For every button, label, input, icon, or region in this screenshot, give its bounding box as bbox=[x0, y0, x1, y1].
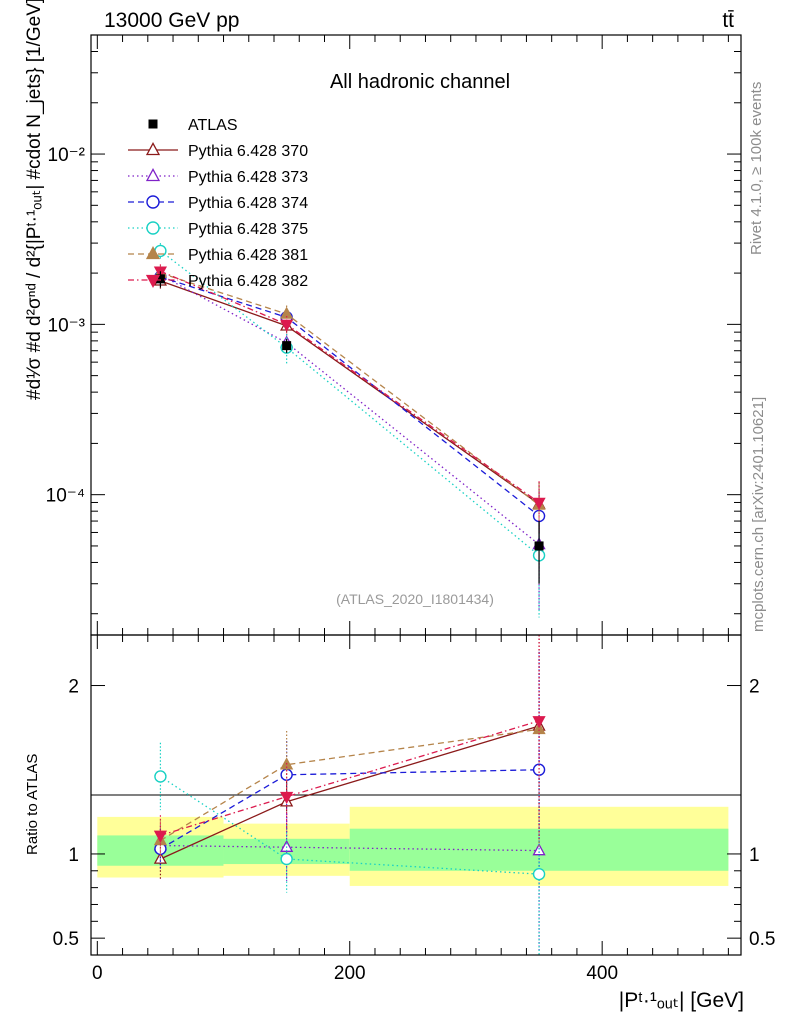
ratio-point bbox=[532, 867, 546, 881]
data-point bbox=[532, 497, 546, 510]
data-point bbox=[280, 306, 294, 319]
data-point bbox=[282, 341, 292, 351]
legend-marker bbox=[148, 119, 158, 129]
legend-entry-label: Pythia 6.428 382 bbox=[188, 273, 308, 290]
ratio-panel: 0.5 0.5 1 1 2 2 0 200 400 Ratio to ATLAS |Pᵗ·¹ₒᵤ… bbox=[24, 634, 775, 1012]
ratio-ytick-label-left: 0.5 bbox=[53, 929, 79, 950]
ratio-data-layer bbox=[153, 635, 546, 955]
legend-entry-label: Pythia 6.428 375 bbox=[188, 221, 308, 238]
mcplots-label: mcplots.cern.ch [arXiv:2401.10621] bbox=[750, 397, 767, 632]
energy-label: 13000 GeV pp bbox=[104, 9, 239, 32]
ratio-series-line bbox=[160, 769, 540, 850]
legend-marker bbox=[146, 221, 160, 235]
ratio-ytick-label-right: 1 bbox=[749, 845, 760, 866]
chart-title: All hadronic channel bbox=[330, 71, 510, 93]
ratio-ytick-label-left: 2 bbox=[68, 677, 79, 698]
ratio-series-line bbox=[160, 775, 540, 875]
ratio-ytick-label-right: 2 bbox=[749, 677, 760, 698]
legend-entry-label: ATLAS bbox=[188, 117, 238, 134]
ratio-point bbox=[532, 843, 546, 856]
legend-entry-label: Pythia 6.428 374 bbox=[188, 195, 308, 212]
xtick-label: 0 bbox=[92, 963, 103, 984]
main-data-layer bbox=[153, 243, 546, 618]
rivet-label: Rivet 4.1.0, ≥ 100k events bbox=[748, 82, 765, 255]
ratio-axis-ticks: 0.5 0.5 1 1 2 2 0 200 400 bbox=[53, 635, 775, 984]
main-ytick-label: 10⁻² bbox=[48, 145, 86, 166]
process-label: tt̄ bbox=[722, 9, 734, 32]
legend-entry-label: Pythia 6.428 373 bbox=[188, 169, 308, 186]
ratio-ytick-label-left: 1 bbox=[68, 845, 79, 866]
main-axis-ticks: 10⁻² 10⁻³ 10⁻⁴ bbox=[46, 34, 741, 635]
analysis-tag: (ATLAS_2020_I1801434) bbox=[336, 591, 494, 607]
ratio-point bbox=[154, 770, 167, 783]
x-axis-label: |Pᵗ·¹ₒᵤₜ| [GeV] bbox=[619, 989, 744, 1012]
ratio-point bbox=[280, 791, 294, 805]
legend-marker bbox=[145, 246, 161, 260]
main-ylabel: #d¹⁄σ #d d²σⁿᵈ / d²{|Pᵗ·¹ₒᵤₜ| #cdot N_je… bbox=[24, 0, 45, 400]
ratio-point bbox=[280, 839, 294, 852]
series-line bbox=[160, 250, 540, 556]
ratio-frame bbox=[90, 634, 742, 956]
main-ytick-label: 10⁻⁴ bbox=[46, 486, 85, 507]
legend-marker bbox=[145, 274, 161, 288]
xtick-label: 400 bbox=[586, 963, 618, 984]
ratio-ytick-label-right: 0.5 bbox=[749, 929, 775, 950]
legend: ATLAS Pythia 6.428 370 Pythia 6.428 373 Pyt… bbox=[128, 117, 308, 290]
series-line bbox=[160, 270, 540, 504]
series-line bbox=[160, 276, 540, 517]
data-point bbox=[155, 274, 165, 284]
series-line bbox=[160, 274, 540, 545]
main-ytick-label: 10⁻³ bbox=[48, 315, 86, 336]
ratio-point bbox=[280, 852, 293, 866]
legend-marker bbox=[145, 168, 161, 182]
data-point bbox=[280, 319, 294, 332]
legend-entry-label: Pythia 6.428 370 bbox=[188, 143, 308, 160]
ratio-point bbox=[153, 830, 168, 843]
ratio-point bbox=[532, 716, 546, 729]
ratio-series-line bbox=[160, 720, 540, 837]
series-line bbox=[160, 272, 540, 506]
xtick-label: 200 bbox=[334, 963, 366, 984]
legend-entry-label: Pythia 6.428 381 bbox=[188, 247, 308, 264]
legend-marker bbox=[145, 142, 161, 156]
main-panel: 10⁻² 10⁻³ 10⁻⁴ All hadronic channel (ATLAS… bbox=[24, 0, 742, 636]
ratio-ylabel: Ratio to ATLAS bbox=[24, 754, 41, 855]
legend-marker bbox=[146, 195, 160, 209]
data-point bbox=[534, 541, 544, 551]
